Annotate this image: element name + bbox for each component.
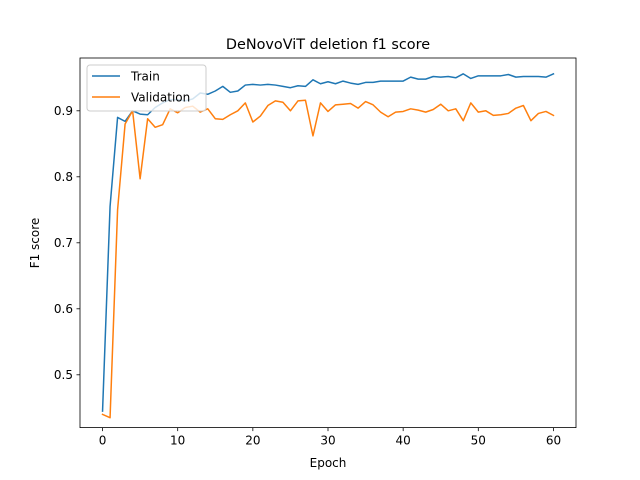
- x-tick-label: 30: [320, 434, 335, 448]
- y-tick-label: 0.7: [54, 236, 73, 250]
- y-axis: 0.5 0.6 0.7 0.8 0.9: [54, 104, 80, 382]
- x-tick-label: 20: [245, 434, 260, 448]
- y-tick-label: 0.6: [54, 302, 73, 316]
- legend-label-validation: Validation: [131, 91, 190, 105]
- y-axis-label: F1 score: [28, 218, 42, 269]
- x-axis-label: Epoch: [310, 456, 347, 470]
- legend-label-train: Train: [130, 70, 160, 84]
- chart-title: DeNovoViT deletion f1 score: [226, 37, 430, 53]
- x-tick-label: 0: [99, 434, 107, 448]
- x-tick-label: 10: [170, 434, 185, 448]
- y-tick-label: 0.5: [54, 368, 73, 382]
- y-tick-label: 0.9: [54, 104, 73, 118]
- x-tick-label: 60: [546, 434, 561, 448]
- series-line-validation: [101, 99, 555, 419]
- x-tick-label: 50: [471, 434, 486, 448]
- legend: Train Validation: [86, 64, 207, 112]
- y-tick-label: 0.8: [54, 170, 73, 184]
- x-tick-label: 40: [396, 434, 411, 448]
- x-axis: 0 10 20 30 40 50 60: [99, 427, 561, 448]
